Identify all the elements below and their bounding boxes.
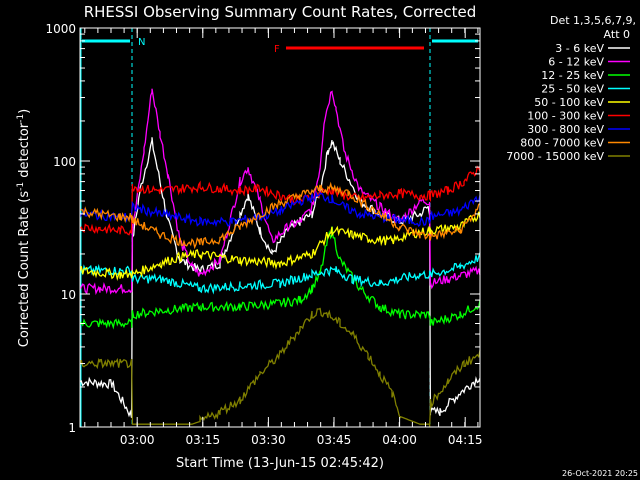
x-tick-label: 03:30 [251, 433, 286, 447]
legend-header-detectors: Det 1,3,5,6,7,9, [550, 14, 636, 27]
series-line [79, 181, 481, 250]
y-axis-label-part: detector [17, 122, 32, 182]
y-axis-label-superscript: -1 [16, 182, 26, 191]
series-line [79, 88, 481, 296]
legend-entry-label: 100 - 300 keV [527, 110, 604, 123]
series-line [79, 226, 481, 330]
plot-frame [79, 27, 481, 428]
y-axis-label: Corrected Count Rate (s-1 detector-1) [16, 109, 32, 347]
series-layer [79, 88, 481, 428]
flag-label: F [274, 44, 280, 55]
y-axis: 1 10 100 1000 [45, 22, 480, 435]
x-tick-label: 03:15 [186, 433, 221, 447]
series-line [79, 211, 481, 281]
legend-entry-label: 12 - 25 keV [541, 69, 604, 82]
y-tick-label: 1 [68, 421, 76, 435]
x-tick-label: 04:00 [382, 433, 417, 447]
legend-entry-label: 50 - 100 keV [534, 96, 604, 109]
y-tick-label: 10 [61, 288, 76, 302]
series-line [79, 165, 481, 236]
series-line [79, 252, 481, 295]
y-tick-label: 100 [53, 155, 76, 169]
x-tick-label: 04:15 [448, 433, 483, 447]
legend-entry-label: 25 - 50 keV [541, 83, 604, 96]
x-axis: 03:00 03:15 03:30 03:45 04:00 04:15 [84, 28, 483, 447]
series-line [79, 137, 481, 418]
y-axis-label-superscript: -1 [16, 114, 26, 123]
chart-title: RHESSI Observing Summary Count Rates, Co… [84, 3, 477, 21]
legend-header-attenuator: Att 0 [604, 28, 630, 41]
legend-entry-label: 6 - 12 keV [548, 56, 604, 69]
x-tick-label: 03:00 [120, 433, 155, 447]
y-axis-label-part: Corrected Count Rate (s [17, 191, 32, 348]
flag-bars: NF [82, 37, 478, 55]
series-line [79, 190, 481, 228]
legend-entry-label: 800 - 7000 keV [520, 137, 604, 150]
flag-label: N [138, 37, 145, 48]
series-line [79, 307, 481, 428]
footer-date: 26-Oct-2021 20:25 [562, 469, 638, 478]
legend-entry-label: 7000 - 15000 keV [506, 150, 604, 163]
x-tick-label: 03:45 [317, 433, 352, 447]
legend-entry-label: 300 - 800 keV [527, 123, 604, 136]
x-axis-label: Start Time (13-Jun-15 02:45:42) [176, 456, 384, 471]
y-axis-label-part: ) [17, 109, 32, 114]
y-tick-label: 1000 [45, 22, 76, 36]
legend-entry-label: 3 - 6 keV [555, 42, 604, 55]
